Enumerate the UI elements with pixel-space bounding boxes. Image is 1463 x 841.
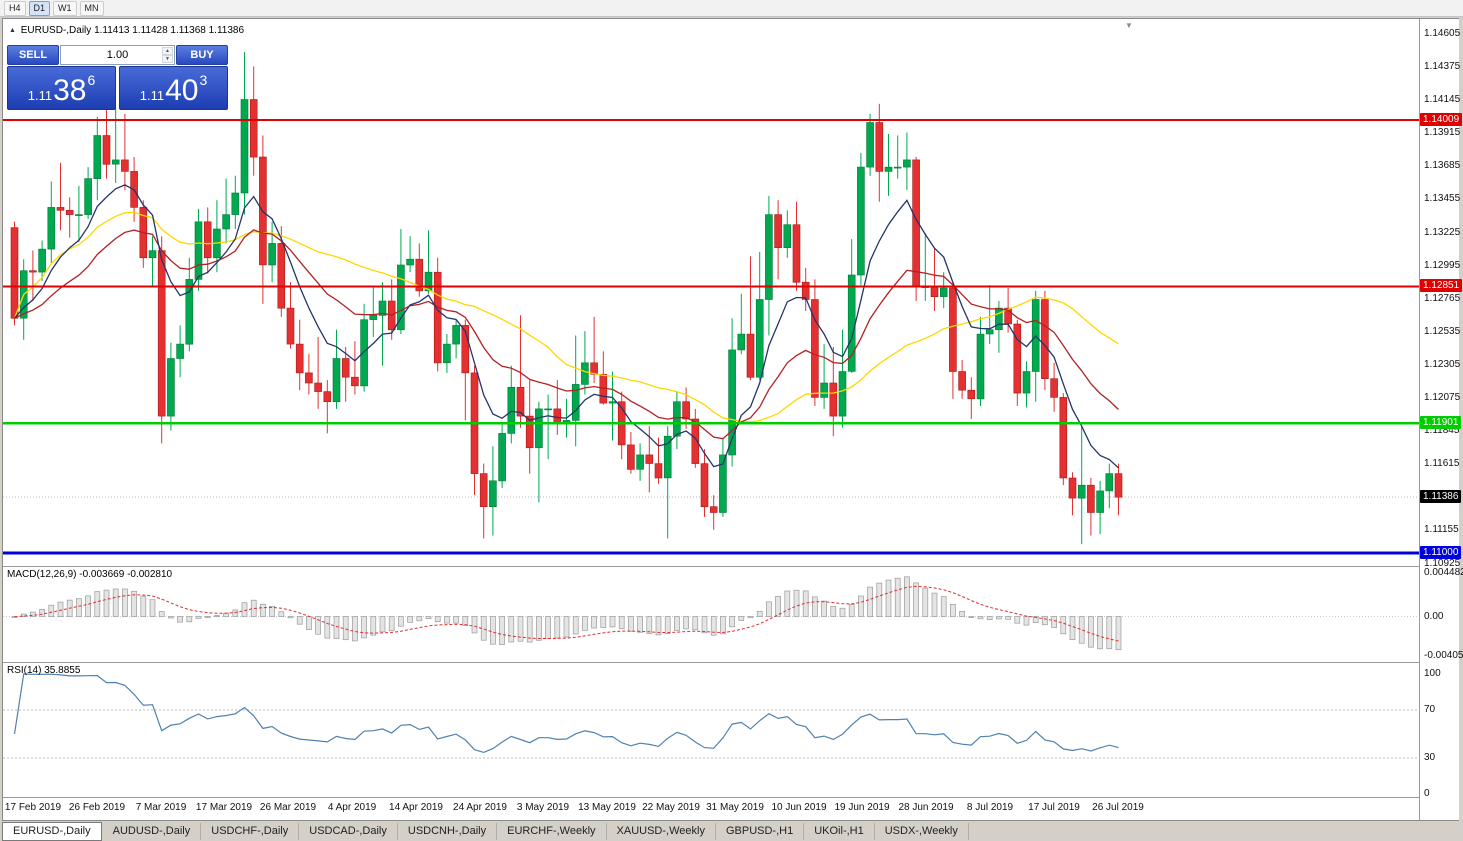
chart-ohlc-values: 1.11413 1.11428 1.11368 1.11386 [94, 25, 245, 36]
price-axis-separator [1419, 19, 1420, 820]
rsi-axis-label: 70 [1424, 704, 1436, 715]
rsi-pane-canvas[interactable] [3, 663, 1419, 797]
timeframe-button-d1[interactable]: D1 [28, 0, 51, 16]
date-axis-label: 17 Jul 2019 [1028, 802, 1080, 813]
date-axis-label: 17 Feb 2019 [4, 802, 62, 813]
macd-indicator-label: MACD(12,26,9) -0.003669 -0.002810 [7, 569, 173, 580]
candlestick-chart-canvas[interactable] [3, 19, 1419, 566]
volume-field[interactable]: 1.00 ▲ ▼ [60, 45, 175, 65]
time-axis[interactable]: 17 Feb 2019 26 Feb 2019 7 Mar 2019 17 Mar 2… [3, 798, 1419, 820]
date-axis-label: 19 Jun 2019 [834, 802, 890, 813]
price-axis-label: 1.12765 [1424, 293, 1461, 304]
rsi-axis-label: 30 [1424, 752, 1436, 763]
price-axis-label: 1.12305 [1424, 359, 1461, 370]
buy-price-button[interactable]: 1.11 40 3 [119, 66, 228, 110]
current-price-badge: 1.11386 [1420, 490, 1462, 503]
price-axis-label: 1.14145 [1424, 94, 1461, 105]
date-axis-label: 17 Mar 2019 [195, 802, 253, 813]
level-price-badge: 1.11901 [1420, 416, 1462, 429]
level-price-badge: 1.11000 [1420, 546, 1462, 559]
date-axis-label: 24 Apr 2019 [453, 802, 507, 813]
volume-up-icon[interactable]: ▲ [162, 47, 173, 55]
buy-button[interactable]: BUY [176, 45, 228, 65]
rsi-axis-label: 100 [1424, 668, 1441, 679]
chart-tab-eurchf-weekly[interactable]: EURCHF-,Weekly [497, 823, 607, 840]
chart-tab-usdchf-daily[interactable]: USDCHF-,Daily [201, 823, 300, 840]
chart-tab-gbpusd-h1[interactable]: GBPUSD-,H1 [716, 823, 805, 840]
date-axis-label: 10 Jun 2019 [771, 802, 827, 813]
price-axis-label: 1.13455 [1424, 193, 1461, 204]
date-axis-label: 28 Jun 2019 [898, 802, 954, 813]
date-axis-label: 22 May 2019 [642, 802, 700, 813]
one-click-trading-panel: SELL 1.00 ▲ ▼ BUY 1.11 38 6 1.11 40 3 [7, 45, 228, 110]
price-axis-label: 1.11615 [1424, 458, 1460, 469]
macd-axis-label: 0.00 [1424, 611, 1444, 622]
macd-pane-canvas[interactable] [3, 567, 1419, 662]
date-axis-label: 13 May 2019 [578, 802, 636, 813]
timeframe-toolbar: H4 D1 W1 MN [0, 0, 1463, 17]
rsi-indicator-label: RSI(14) 35.8855 [7, 665, 81, 676]
volume-value[interactable]: 1.00 [106, 49, 129, 61]
sell-button[interactable]: SELL [7, 45, 59, 65]
date-axis-label: 26 Feb 2019 [68, 802, 126, 813]
price-axis-label: 1.13915 [1424, 127, 1461, 138]
date-axis-label: 14 Apr 2019 [389, 802, 443, 813]
chart-tab-bar: EURUSD-,Daily AUDUSD-,Daily USDCHF-,Daily U… [2, 822, 1461, 841]
price-axis-label: 1.12535 [1424, 326, 1461, 337]
chart-tab-usdcad-daily[interactable]: USDCAD-,Daily [299, 823, 398, 840]
volume-spinner[interactable]: ▲ ▼ [162, 46, 173, 64]
date-axis-label: 4 Apr 2019 [327, 802, 377, 813]
sell-price-figure: 1.11 [27, 88, 53, 103]
price-axis-label: 1.11155 [1424, 524, 1459, 535]
chart-tab-eurusd-daily[interactable]: EURUSD-,Daily [2, 822, 102, 841]
chart-window: ▲ EURUSD-,Daily 1.11413 1.11428 1.11368 … [2, 18, 1463, 821]
buy-price-pips: 40 [165, 74, 199, 107]
date-axis-label: 7 Mar 2019 [135, 802, 187, 813]
level-price-badge: 1.14009 [1420, 113, 1463, 126]
price-axis-label: 1.12995 [1424, 260, 1461, 271]
chart-tab-audusd-daily[interactable]: AUDUSD-,Daily [103, 823, 202, 840]
date-axis-label: 26 Mar 2019 [259, 802, 317, 813]
level-price-badge: 1.12851 [1420, 279, 1463, 292]
pane-separator [3, 797, 1458, 798]
chart-tab-usdcnh-daily[interactable]: USDCNH-,Daily [398, 823, 498, 840]
buy-price-point: 3 [199, 72, 208, 88]
sell-price-button[interactable]: 1.11 38 6 [7, 66, 116, 110]
date-axis-label: 31 May 2019 [706, 802, 764, 813]
sell-price-point: 6 [87, 72, 96, 88]
timeframe-button-w1[interactable]: W1 [53, 0, 77, 16]
rsi-axis-label: 0 [1424, 788, 1430, 799]
pane-separator[interactable] [3, 566, 1458, 567]
macd-axis-label: 0.004482 [1424, 567, 1463, 578]
timeframe-button-mn[interactable]: MN [79, 0, 104, 16]
chart-tab-xauusd-weekly[interactable]: XAUUSD-,Weekly [607, 823, 716, 840]
buy-price-figure: 1.11 [139, 88, 165, 103]
timeframe-button-h4[interactable]: H4 [4, 0, 26, 16]
price-axis-label: 1.10925 [1424, 558, 1461, 569]
price-direction-up-icon: ▲ [9, 27, 16, 34]
date-axis-label: 8 Jul 2019 [966, 802, 1014, 813]
date-axis-label: 3 May 2019 [516, 802, 570, 813]
price-axis-label: 1.12075 [1424, 392, 1461, 403]
price-axis-label: 1.14375 [1424, 61, 1461, 72]
chart-tab-usdx-weekly[interactable]: USDX-,Weekly [875, 823, 969, 840]
price-axis-label: 1.13685 [1424, 160, 1461, 171]
price-axis-label: 1.14605 [1424, 28, 1461, 39]
pane-separator[interactable] [3, 662, 1458, 663]
macd-axis-label: -0.004057 [1424, 650, 1463, 661]
price-axis-label: 1.11845 [1424, 425, 1460, 436]
price-axis-label: 1.13225 [1424, 227, 1461, 238]
chart-title: EURUSD-,Daily [20, 25, 92, 36]
volume-down-icon[interactable]: ▼ [162, 55, 173, 63]
chart-shift-marker-icon: ▼ [1125, 21, 1133, 30]
date-axis-label: 26 Jul 2019 [1092, 802, 1144, 813]
price-axis[interactable]: 1.14605 1.14375 1.14145 1.13915 1.13685 1.134… [1420, 19, 1463, 820]
sell-price-pips: 38 [53, 74, 87, 107]
chart-symbol-info: ▲ EURUSD-,Daily 1.11413 1.11428 1.11368 … [9, 25, 244, 36]
chart-tab-ukoil-h1[interactable]: UKOil-,H1 [804, 823, 875, 840]
